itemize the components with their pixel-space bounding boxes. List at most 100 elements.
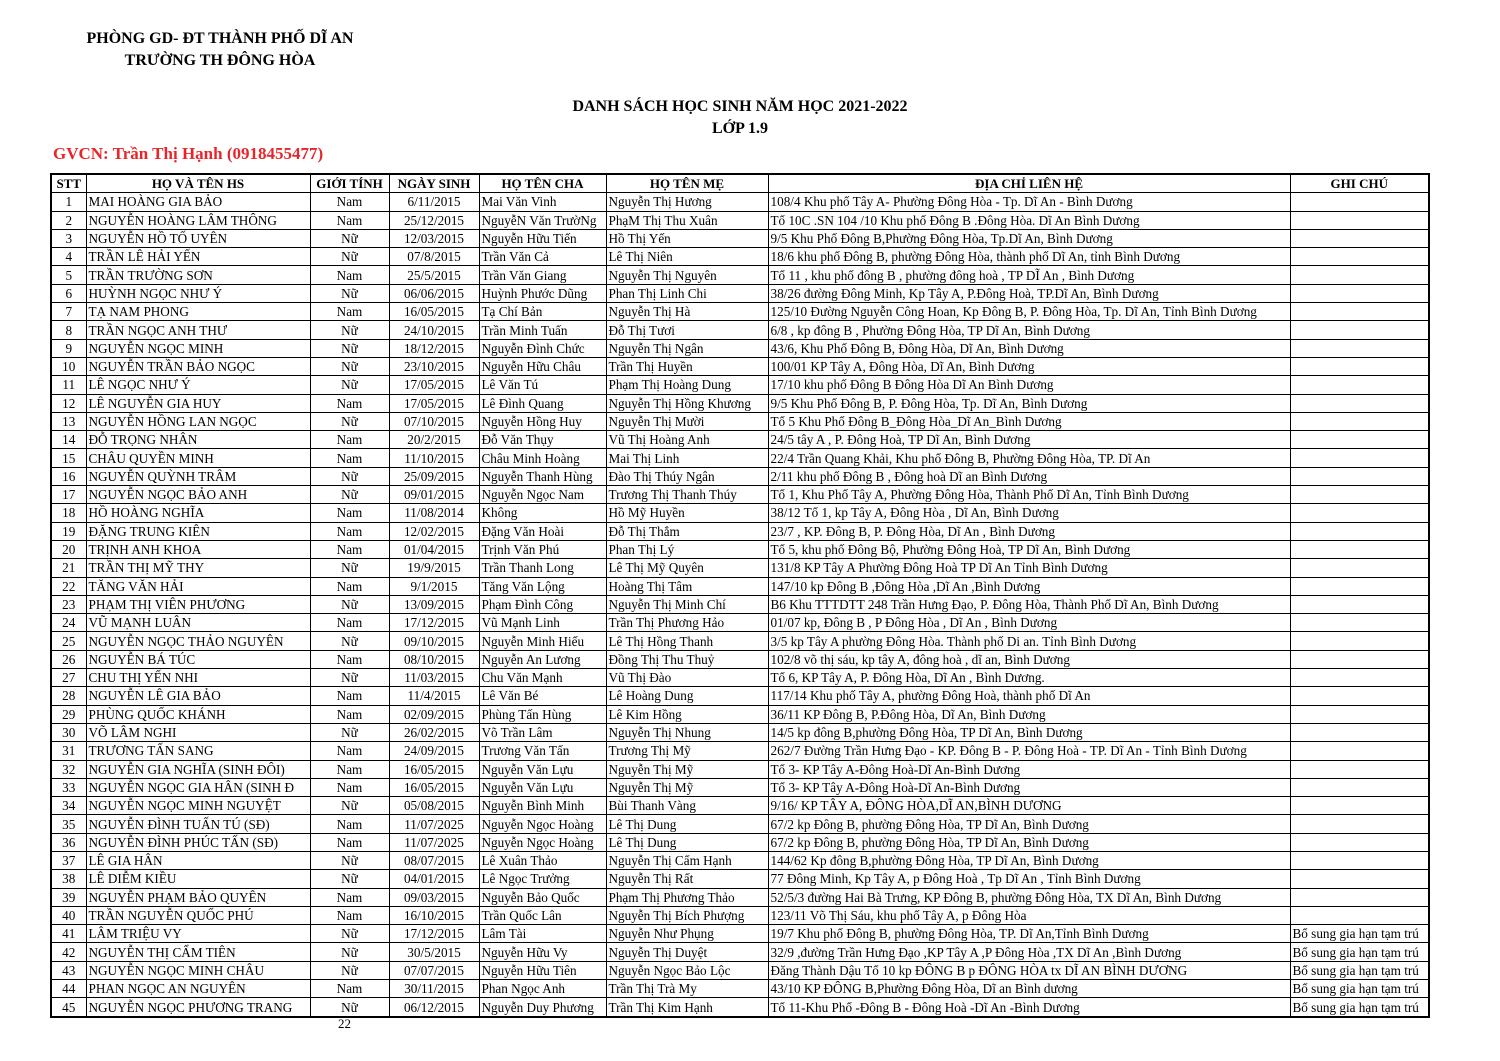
cell-father-name: Trần Thanh Long <box>478 558 607 578</box>
cell-gender: Nam <box>309 539 390 560</box>
cell-address: Tổ 5, khu phố Đông Bộ, Phường Đông Hoà, … <box>767 539 1291 560</box>
cell-father-name: Nguyễn Ngọc Nam <box>478 485 607 505</box>
cell-father-name: Lê Văn Tú <box>478 375 607 395</box>
cell-gender: Nữ <box>309 283 390 304</box>
school-name: TRƯỜNG TH ĐÔNG HÒA <box>124 52 316 69</box>
cell-student-name: NGUYỄN NGỌC MINH CHÂU <box>85 960 311 981</box>
cell-father-name: Nguyễn Ngọc Hoàng <box>478 832 607 852</box>
cell-birth-date: 25/09/2015 <box>388 466 480 487</box>
table-row: 41 LÂM TRIỆU VY Nữ 17/12/2015 Lâm Tài Nguyễn … <box>50 924 1430 944</box>
cell-father-name: Phan Ngọc Anh <box>478 979 607 999</box>
table-row: 8 TRẦN NGỌC ANH THƯ Nữ 24/10/2015 Trần Minh … <box>50 320 1430 340</box>
cell-student-name: TĂNG VĂN HẢI <box>85 576 311 596</box>
table-row: 39 NGUYỄN PHẠM BẢO QUYÊN Nam 09/03/2015 Nguy… <box>50 887 1430 907</box>
cell-father-name: Nguyễn Duy Phương <box>478 997 607 1018</box>
cell-stt: 27 <box>50 668 87 688</box>
cell-student-name: CHU THỊ YẾN NHI <box>85 668 311 688</box>
table-row: 14 ĐỖ TRỌNG NHÂN Nam 20/2/2015 Đỗ Văn Thụy V… <box>50 430 1430 450</box>
cell-birth-date: 17/05/2015 <box>388 375 480 395</box>
cell-stt: 3 <box>50 228 87 249</box>
cell-stt: 20 <box>50 539 87 560</box>
cell-address: 144/62 Kp đông B,phường Đông Hòa, TP Dĩ … <box>767 850 1291 871</box>
cell-gender: Nam <box>309 448 390 468</box>
cell-student-name: ĐẶNG TRUNG KIÊN <box>85 521 311 541</box>
cell-gender: Nữ <box>309 320 390 340</box>
cell-stt: 12 <box>50 393 87 413</box>
cell-address: 123/11 Võ Thị Sáu, khu phố Tây A, p Đông… <box>767 905 1291 926</box>
column-header-note: GHI CHÚ <box>1289 173 1430 194</box>
cell-student-name: TRẦN NGUYỄN QUỐC PHÚ <box>85 905 311 926</box>
table-row: 17 NGUYỄN NGỌC BẢO ANH Nữ 09/01/2015 Nguyễn … <box>50 485 1430 505</box>
student-list-table: STT HỌ VÀ TÊN HS GIỚI TÍNH NGÀY SINH HỌ TÊN … <box>50 173 1430 1018</box>
table-row: 26 NGUYỄN BÁ TÚC Nam 08/10/2015 Nguyễn An Lư… <box>50 649 1430 670</box>
cell-birth-date: 06/06/2015 <box>388 283 480 304</box>
cell-birth-date: 09/03/2015 <box>388 887 480 907</box>
cell-gender: Nữ <box>309 631 390 651</box>
cell-student-name: LÊ NGỌC NHƯ Ý <box>85 375 311 395</box>
cell-note <box>1289 448 1430 468</box>
cell-note <box>1289 485 1430 505</box>
cell-note <box>1289 247 1430 267</box>
cell-address: 43/6, Khu Phố Đông B, Đông Hòa, Dĩ An, B… <box>767 338 1291 358</box>
cell-note <box>1289 558 1430 578</box>
cell-note <box>1289 832 1430 852</box>
cell-stt: 6 <box>50 283 87 304</box>
table-row: 10 NGUYỄN TRẦN BẢO NGỌC Nữ 23/10/2015 Nguyễn… <box>50 356 1430 377</box>
cell-birth-date: 19/9/2015 <box>388 558 480 578</box>
cell-mother-name: Phạm Thị Phương Thảo <box>605 887 769 907</box>
cell-note <box>1289 338 1430 358</box>
cell-birth-date: 12/03/2015 <box>388 228 480 249</box>
cell-birth-date: 11/08/2014 <box>388 503 480 523</box>
cell-stt: 33 <box>50 777 87 798</box>
cell-address: 77 Đông Minh, Kp Tây A, p Đông Hoà , Tp … <box>767 869 1291 889</box>
cell-note <box>1289 759 1430 779</box>
column-header-student-name: HỌ VÀ TÊN HS <box>85 173 311 194</box>
cell-mother-name: Lê Thị Hồng Thanh <box>605 631 769 651</box>
table-row: 16 NGUYỄN QUỲNH TRÂM Nữ 25/09/2015 Nguyễn Th… <box>50 466 1430 487</box>
cell-mother-name: Lê Thị Dung <box>605 832 769 852</box>
table-row: 21 TRẦN THỊ MỸ THY Nữ 19/9/2015 Trần Thanh L… <box>50 558 1430 578</box>
cell-birth-date: 02/09/2015 <box>388 704 480 724</box>
cell-student-name: TRẦN LÊ HẢI YẾN <box>85 247 311 267</box>
cell-address: 23/7 , KP. Đông B, P. Đông Hòa, Dĩ An , … <box>767 521 1291 541</box>
cell-gender: Nam <box>309 777 390 798</box>
column-header-birth-date: NGÀY SINH <box>388 173 480 194</box>
table-row: 45 NGUYỄN NGỌC PHƯƠNG TRANG Nữ 06/12/2015 Ng… <box>50 997 1430 1018</box>
cell-note <box>1289 430 1430 450</box>
cell-birth-date: 04/01/2015 <box>388 869 480 889</box>
cell-note <box>1289 539 1430 560</box>
cell-address: Tổ 6, KP Tây A, P. Đông Hòa, Dĩ An , Bìn… <box>767 668 1291 688</box>
cell-mother-name: Trần Thị Phương Hảo <box>605 613 769 633</box>
cell-mother-name: Mai Thị Linh <box>605 448 769 468</box>
cell-birth-date: 26/02/2015 <box>388 722 480 743</box>
cell-stt: 10 <box>50 356 87 377</box>
cell-address: 18/6 khu phố Đông B, phường Đông Hòa, th… <box>767 247 1291 267</box>
cell-note <box>1289 777 1430 798</box>
cell-birth-date: 25/5/2015 <box>388 265 480 285</box>
cell-stt: 22 <box>50 576 87 596</box>
cell-note <box>1289 704 1430 724</box>
cell-note <box>1289 375 1430 395</box>
cell-gender: Nam <box>309 503 390 523</box>
cell-father-name: Phạm Đình Công <box>478 594 607 615</box>
cell-father-name: Vũ Mạnh Linh <box>478 613 607 633</box>
cell-gender: Nữ <box>309 485 390 505</box>
cell-address: 125/10 Đường Nguyễn Công Hoan, Kp Đông B… <box>767 302 1291 322</box>
cell-birth-date: 08/07/2015 <box>388 850 480 871</box>
cell-stt: 35 <box>50 814 87 834</box>
cell-birth-date: 06/12/2015 <box>388 997 480 1018</box>
cell-address: 67/2 kp Đông B, phường Đông Hòa, TP Dĩ A… <box>767 814 1291 834</box>
cell-address: 17/10 khu phố Đông B Đông Hòa Dĩ An Bình… <box>767 375 1291 395</box>
cell-birth-date: 17/05/2015 <box>388 393 480 413</box>
cell-stt: 15 <box>50 448 87 468</box>
cell-address: 100/01 KP Tây A, Đông Hòa, Dĩ An, Bình D… <box>767 356 1291 377</box>
cell-mother-name: PhạM Thị Thu Xuân <box>605 210 769 230</box>
cell-father-name: Nguyễn Hồng Huy <box>478 411 607 432</box>
cell-mother-name: Đỗ Thị Thắm <box>605 521 769 541</box>
cell-mother-name: Nguyễn Thị Bích Phượng <box>605 905 769 926</box>
cell-birth-date: 6/11/2015 <box>388 192 480 212</box>
cell-mother-name: Lê Kim Hồng <box>605 704 769 724</box>
cell-birth-date: 07/8/2015 <box>388 247 480 267</box>
cell-note <box>1289 283 1430 304</box>
cell-student-name: NGUYỄN HOÀNG LÂM THÔNG <box>85 210 311 230</box>
